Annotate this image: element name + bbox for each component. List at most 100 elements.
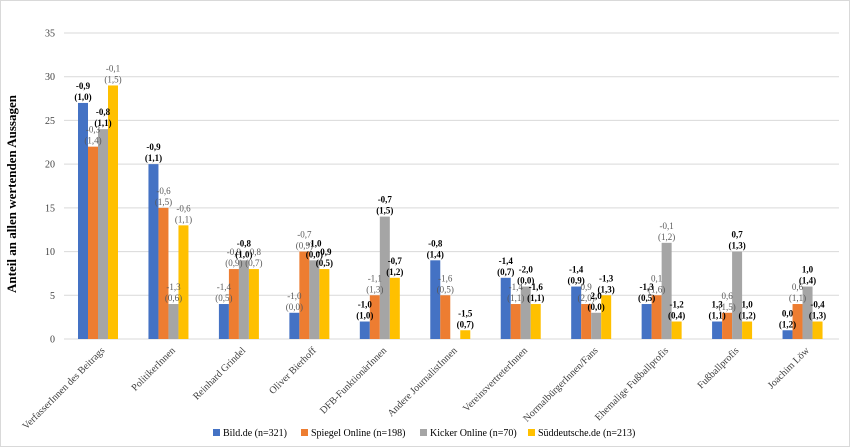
y-tick-label: 25 xyxy=(45,116,55,127)
data-label-value: -1,2 xyxy=(670,300,685,310)
data-label-value: -0,7 xyxy=(297,230,312,240)
y-tick-label: 5 xyxy=(50,291,55,302)
bar xyxy=(168,304,179,339)
data-label-sd: (0,9) xyxy=(225,258,242,268)
bar xyxy=(460,330,471,339)
bar xyxy=(379,216,390,339)
bar xyxy=(289,312,300,339)
data-label-sd: (1,2) xyxy=(779,319,796,329)
data-label-value: 0,9 xyxy=(581,282,593,292)
bar xyxy=(671,321,682,339)
data-label-sd: (1,0) xyxy=(235,249,252,259)
bar xyxy=(601,295,612,339)
data-label-value: -0,6 xyxy=(176,203,191,213)
bar xyxy=(319,269,330,339)
data-label-value: -1,4 xyxy=(509,282,524,292)
x-category-label: Oliver Bierhoff xyxy=(267,345,319,397)
legend-label: Spiegel Online (n=198) xyxy=(311,428,406,439)
data-label-sd: (1,4) xyxy=(799,276,816,286)
data-label-sd: (1,0) xyxy=(356,311,373,321)
gridlines xyxy=(64,32,839,340)
data-label-value: -1,4 xyxy=(499,256,514,266)
bar xyxy=(148,164,159,339)
bar xyxy=(218,304,229,339)
data-label-sd: (1,5) xyxy=(155,197,172,207)
data-label-value: 0,1 xyxy=(651,273,662,283)
legend-label: Süddeutsche.de (n=213) xyxy=(538,428,635,439)
data-label-sd: (0,0) xyxy=(517,276,534,286)
data-label-value: -0,9 xyxy=(317,247,332,257)
data-label-sd: (1,4) xyxy=(427,249,444,259)
data-label-value: -0,9 xyxy=(76,81,91,91)
data-label-sd: (0,4) xyxy=(668,311,685,321)
data-label-sd: (1,3) xyxy=(728,241,745,251)
data-label-sd: (1,1) xyxy=(145,153,162,163)
data-label-sd: (0,0) xyxy=(588,302,605,312)
data-label-sd: (1,5) xyxy=(376,206,393,216)
data-label-sd: (1,2) xyxy=(386,267,403,277)
data-label-value: -0,8 xyxy=(96,107,111,117)
bar xyxy=(430,260,441,339)
data-label-sd: (1,6) xyxy=(648,284,665,294)
y-axis-ticks: 0 5 10 15 20 25 30 35 xyxy=(45,29,55,346)
data-label-value: -0,8 xyxy=(237,238,252,248)
data-label-value: -1,4 xyxy=(217,282,232,292)
data-label-value: -1,0 xyxy=(358,300,373,310)
bar xyxy=(802,286,813,339)
bar xyxy=(812,321,823,339)
bar xyxy=(369,295,380,339)
x-category-label: Ehemalige Fußballprofis xyxy=(593,345,671,423)
data-label-sd: (0,9) xyxy=(568,276,585,286)
x-category-label: Reinhard Grindel xyxy=(191,345,248,402)
data-label-value: 1,0 xyxy=(741,300,753,310)
data-label-value: -1,3 xyxy=(599,273,614,283)
bar xyxy=(88,146,98,339)
bar xyxy=(782,330,793,339)
data-label-sd: (1,5) xyxy=(718,302,735,312)
data-label-sd: (1,1) xyxy=(507,293,524,303)
bar xyxy=(389,277,400,339)
data-label-sd: (1,1) xyxy=(527,293,544,303)
data-label-sd: (1,3) xyxy=(366,284,383,294)
data-label-sd: (0,0) xyxy=(286,302,303,312)
y-tick-label: 15 xyxy=(45,203,55,214)
bar xyxy=(571,286,582,339)
data-label-value: -1,6 xyxy=(529,282,544,292)
bar xyxy=(299,251,310,339)
data-label-sd: (1,2) xyxy=(658,232,675,242)
bar xyxy=(178,225,189,339)
data-label-sd: (1,5) xyxy=(104,74,121,84)
data-label-sd: (1,3) xyxy=(598,284,615,294)
bar xyxy=(792,304,803,339)
data-label-value: -1,0 xyxy=(287,291,302,301)
legend-swatch xyxy=(301,429,308,436)
legend-swatch xyxy=(420,429,427,436)
legend-label: Kicker Online (n=70) xyxy=(430,428,517,439)
bar xyxy=(98,129,108,339)
data-label-value: 0,7 xyxy=(731,230,743,240)
y-tick-label: 20 xyxy=(45,160,55,171)
data-label-value: -2,0 xyxy=(519,265,534,275)
bar xyxy=(742,321,753,339)
bar xyxy=(591,312,602,339)
x-category-label: VereinsvertreterInnen xyxy=(461,345,530,414)
data-label-value: -1,1 xyxy=(368,273,382,283)
data-label-value: 0,0 xyxy=(782,308,794,318)
data-label-value: -0,3 xyxy=(86,125,101,135)
data-label-value: -1,0 xyxy=(307,238,322,248)
bar xyxy=(722,312,733,339)
bars xyxy=(78,85,823,339)
data-label-sd: (0,5) xyxy=(638,293,655,303)
data-label-sd: (0,7) xyxy=(457,319,474,329)
y-tick-label: 35 xyxy=(45,29,55,40)
data-label-value: 0,6 xyxy=(721,291,733,301)
data-label-sd: (1,0) xyxy=(74,92,91,102)
data-label-value: -0,1 xyxy=(660,221,674,231)
data-label-value: -0,1 xyxy=(106,63,120,73)
data-label-sd: (1,1) xyxy=(94,118,111,128)
data-label-value: -0,8 xyxy=(428,238,443,248)
bar xyxy=(248,269,259,339)
y-tick-label: 30 xyxy=(45,72,55,83)
